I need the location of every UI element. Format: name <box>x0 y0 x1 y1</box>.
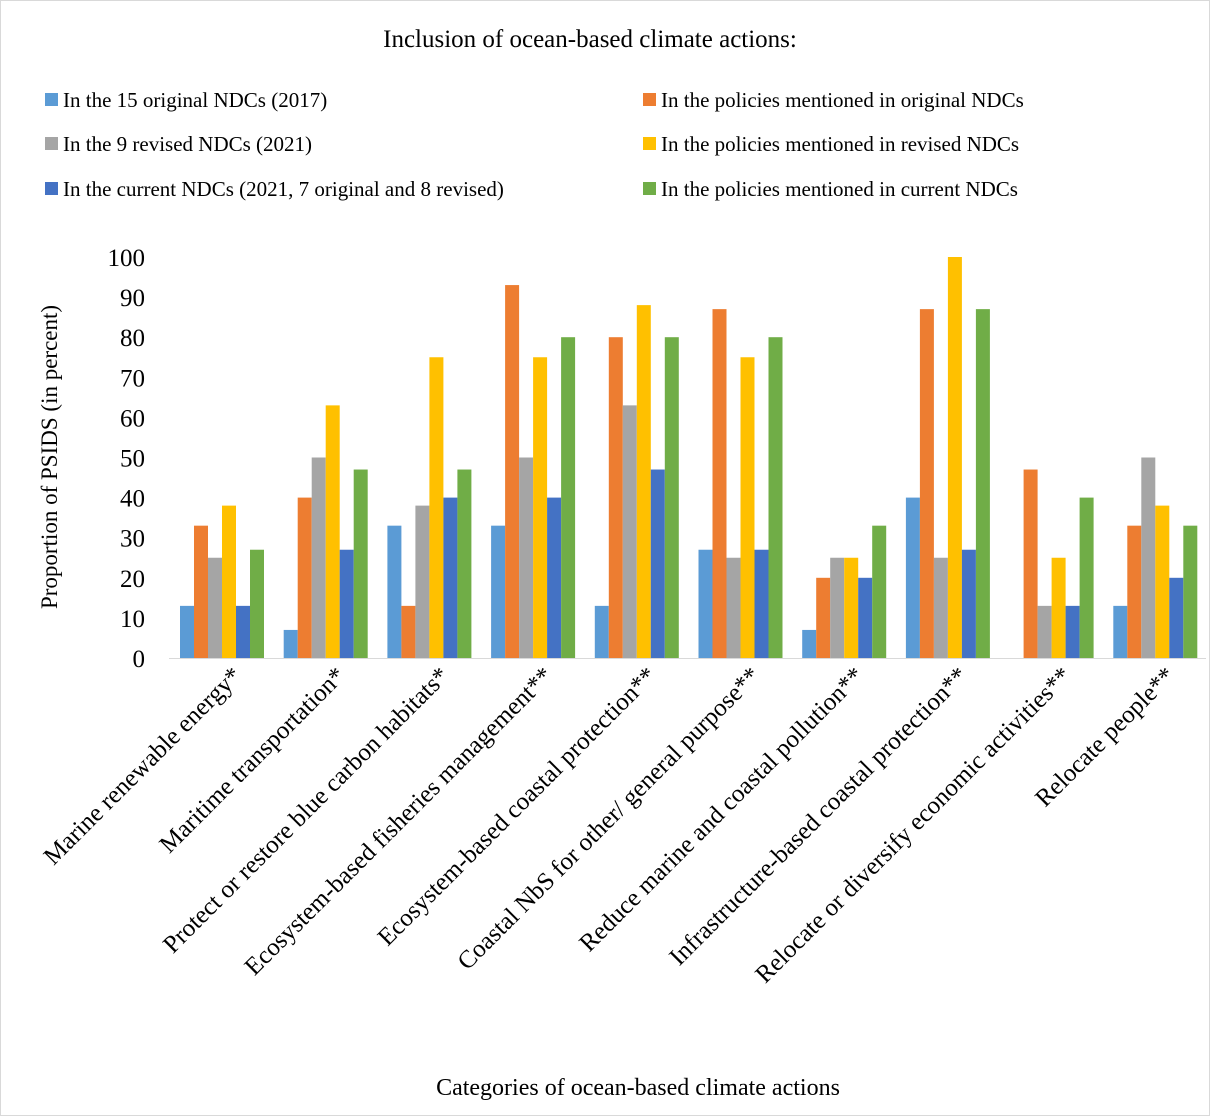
bar-5-7 <box>858 577 873 658</box>
y-tick-label: 10 <box>120 606 145 633</box>
bar-2-9 <box>1023 469 1038 658</box>
bar-4-4 <box>533 357 548 658</box>
bar-5-3 <box>443 497 458 658</box>
bar-5-2 <box>339 549 354 658</box>
bar-6-9 <box>1079 497 1094 658</box>
legend-swatch-4 <box>643 137 656 150</box>
bar-1-1 <box>180 605 194 658</box>
bar-5-4 <box>547 497 562 658</box>
bar-2-6 <box>712 309 727 658</box>
bar-1-2 <box>283 629 298 658</box>
bar-3-9 <box>1037 605 1052 658</box>
bar-1-4 <box>491 525 506 658</box>
bar-6-1 <box>250 549 264 658</box>
legend-label-1: In the 15 original NDCs (2017) <box>63 88 327 112</box>
bar-4-5 <box>636 305 651 658</box>
bar-4-7 <box>844 557 859 658</box>
bar-6-5 <box>664 337 679 658</box>
legend-label-4: In the policies mentioned in revised NDC… <box>661 132 1019 156</box>
bar-3-3 <box>415 505 430 658</box>
bar-4-8 <box>947 257 962 658</box>
bar-3-10 <box>1141 457 1156 658</box>
bar-3-4 <box>519 457 534 658</box>
bar-2-7 <box>816 577 831 658</box>
bar-6-2 <box>353 469 368 658</box>
bar-6-7 <box>872 525 887 658</box>
bar-4-6 <box>740 357 755 658</box>
bar-4-9 <box>1051 557 1066 658</box>
x-axis-title: Categories of ocean-based climate action… <box>436 1075 840 1101</box>
bar-5-5 <box>650 469 665 658</box>
y-tick-label: 40 <box>120 486 145 513</box>
legend-label-5: In the current NDCs (2021, 7 original an… <box>63 177 504 201</box>
bar-6-3 <box>457 469 472 658</box>
bar-1-10 <box>1113 605 1128 658</box>
bar-2-1 <box>194 525 208 658</box>
bar-1-7 <box>802 629 817 658</box>
bar-4-1 <box>222 505 236 658</box>
legend-swatch-2 <box>643 93 656 106</box>
bar-4-3 <box>429 357 444 658</box>
bar-3-5 <box>622 405 637 658</box>
bar-2-8 <box>919 309 934 658</box>
bar-3-2 <box>311 457 326 658</box>
bar-4-10 <box>1155 505 1170 658</box>
y-tick-label: 60 <box>120 405 145 432</box>
y-tick-label: 50 <box>120 446 145 473</box>
bar-5-6 <box>754 549 769 658</box>
bar-1-5 <box>594 605 609 658</box>
bar-3-1 <box>208 557 222 658</box>
bar-2-5 <box>608 337 623 658</box>
y-tick-label: 0 <box>133 646 146 673</box>
y-tick-label: 90 <box>120 285 145 312</box>
bar-1-8 <box>905 497 920 658</box>
y-axis-title: Proportion of PSIDS (in percent) <box>37 305 62 609</box>
bar-1-6 <box>698 549 713 658</box>
legend-label-3: In the 9 revised NDCs (2021) <box>63 132 312 156</box>
legend-label-2: In the policies mentioned in original ND… <box>661 88 1024 112</box>
y-tick-label: 20 <box>120 566 145 593</box>
legend-label-6: In the policies mentioned in current NDC… <box>661 177 1018 201</box>
bar-3-7 <box>830 557 845 658</box>
bar-4-2 <box>325 405 340 658</box>
bar-6-10 <box>1183 525 1198 658</box>
bar-6-8 <box>975 309 990 658</box>
legend-swatch-5 <box>45 182 58 195</box>
chart-title: Inclusion of ocean-based climate actions… <box>383 26 797 53</box>
bar-1-3 <box>387 525 402 658</box>
bar-2-10 <box>1127 525 1142 658</box>
category-label-1: Marine renewable energy* <box>39 662 247 870</box>
y-tick-label: 100 <box>108 245 146 272</box>
bar-2-2 <box>297 497 312 658</box>
y-tick-label: 70 <box>120 365 145 392</box>
legend-swatch-1 <box>45 93 58 106</box>
legend-swatch-3 <box>45 137 58 150</box>
bar-5-9 <box>1065 605 1080 658</box>
bar-3-6 <box>726 557 741 658</box>
category-label-2: Maritime transportation* <box>155 662 351 858</box>
bar-2-3 <box>401 605 416 658</box>
legend-swatch-6 <box>643 182 656 195</box>
y-tick-label: 80 <box>120 325 145 352</box>
bar-5-8 <box>961 549 976 658</box>
bar-2-4 <box>505 285 520 658</box>
bar-3-8 <box>933 557 948 658</box>
bar-6-4 <box>561 337 576 658</box>
bar-5-10 <box>1169 577 1184 658</box>
y-tick-label: 30 <box>120 526 145 553</box>
bar-5-1 <box>236 605 250 658</box>
bar-6-6 <box>768 337 783 658</box>
